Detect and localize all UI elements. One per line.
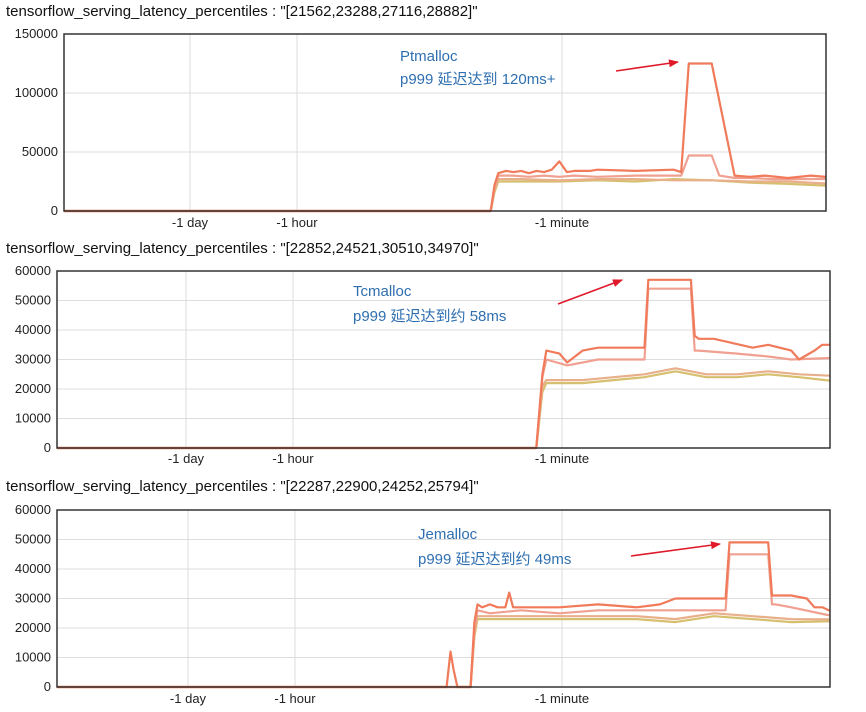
y-tick-label: 10000 — [15, 411, 51, 426]
y-tick-label: 20000 — [15, 381, 51, 396]
series-line-2 — [64, 154, 827, 213]
x-tick-label: -1 hour — [276, 215, 318, 230]
annotation-latency: p999 延迟达到约 58ms — [353, 308, 506, 325]
x-tick-label: -1 minute — [535, 215, 589, 230]
chart-title: tensorflow_serving_latency_percentiles :… — [6, 240, 479, 257]
series-line-3 — [57, 612, 831, 689]
y-tick-label: 60000 — [15, 502, 51, 517]
x-tick-label: -1 hour — [274, 691, 316, 706]
x-tick-label: -1 day — [168, 451, 205, 466]
y-tick-label: 150000 — [15, 26, 58, 41]
y-tick-label: 0 — [44, 440, 51, 455]
series-line-4 — [57, 370, 831, 450]
x-tick-label: -1 minute — [535, 691, 589, 706]
series-line-1 — [57, 278, 830, 450]
series-line-3 — [57, 367, 831, 450]
series-line-2 — [57, 287, 831, 450]
chart-jemalloc: 60000 50000 40000 30000 20000 10000 0 -1 day -1 … — [15, 502, 831, 706]
plot-frame — [56, 270, 831, 449]
y-tick-label: 40000 — [15, 322, 51, 337]
y-tick-label: 50000 — [15, 293, 51, 308]
annotation-arrow — [630, 541, 721, 557]
chart-panel-jemalloc: tensorflow_serving_latency_percentiles :… — [0, 476, 866, 712]
x-tick-label: -1 day — [172, 215, 209, 230]
series-line-4 — [57, 615, 831, 689]
chart-ptmalloc: 150000 100000 50000 0 -1 day -1 hour -1 minute… — [15, 26, 827, 230]
annotation-allocator: Tcmalloc — [353, 283, 412, 300]
annotation-latency: p999 延迟达到约 49ms — [418, 551, 571, 568]
x-tick-label: -1 minute — [535, 451, 589, 466]
y-tick-label: 100000 — [15, 85, 58, 100]
series-line-4 — [64, 178, 827, 213]
y-tick-label: 0 — [44, 679, 51, 694]
plot-frame — [56, 509, 831, 688]
plot-frame — [63, 33, 827, 212]
y-tick-label: 30000 — [15, 591, 51, 606]
annotation-arrow — [557, 279, 623, 305]
y-tick-label: 20000 — [15, 620, 51, 635]
x-tick-label: -1 day — [170, 691, 207, 706]
annotation-arrow — [615, 59, 679, 72]
annotation-latency: p999 延迟达到 120ms+ — [400, 71, 556, 88]
y-tick-label: 60000 — [15, 263, 51, 278]
series-line-1 — [57, 541, 831, 689]
chart-title: tensorflow_serving_latency_percentiles :… — [6, 3, 478, 20]
y-tick-label: 40000 — [15, 561, 51, 576]
chart-panel-tcmalloc: tensorflow_serving_latency_percentiles :… — [0, 238, 866, 476]
annotation-allocator: Jemalloc — [418, 526, 478, 543]
chart-panel-ptmalloc: tensorflow_serving_latency_percentiles :… — [0, 0, 866, 238]
series-line-1 — [64, 62, 827, 213]
series-line-3 — [64, 178, 827, 213]
chart-title: tensorflow_serving_latency_percentiles :… — [6, 478, 479, 495]
y-tick-label: 10000 — [15, 650, 51, 665]
x-tick-label: -1 hour — [272, 451, 314, 466]
y-tick-label: 30000 — [15, 352, 51, 367]
y-tick-label: 0 — [51, 203, 58, 218]
y-tick-label: 50000 — [22, 144, 58, 159]
annotation-allocator: Ptmalloc — [400, 48, 458, 65]
y-tick-label: 50000 — [15, 532, 51, 547]
series-line-2 — [57, 553, 831, 689]
chart-tcmalloc: 60000 50000 40000 30000 20000 10000 0 -1 day -1 … — [15, 263, 831, 466]
